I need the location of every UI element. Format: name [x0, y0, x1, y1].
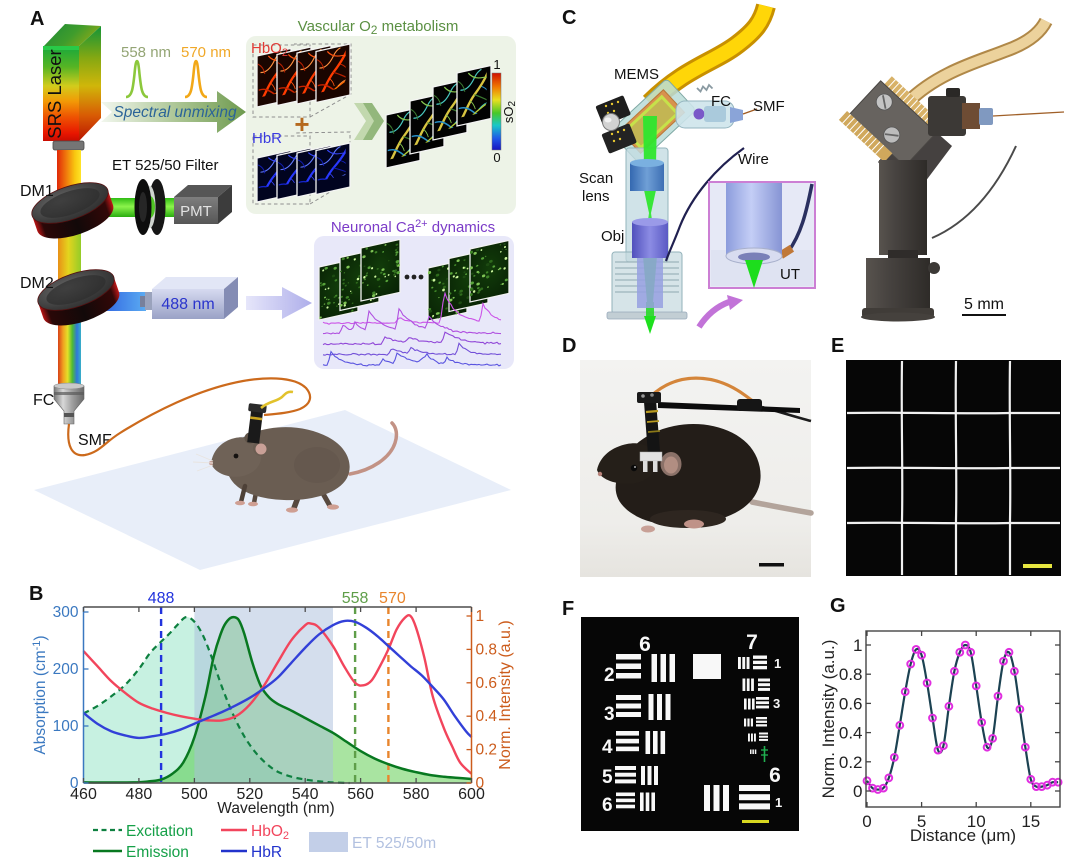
svg-text:3: 3	[773, 696, 780, 711]
svg-text:E: E	[831, 335, 844, 357]
svg-text:UT: UT	[780, 266, 800, 283]
svg-text:0.2: 0.2	[839, 753, 863, 772]
svg-text:500: 500	[181, 786, 208, 803]
svg-text:570: 570	[379, 590, 406, 607]
svg-text:Excitation: Excitation	[126, 823, 193, 840]
svg-text:DM2: DM2	[20, 275, 54, 292]
svg-text:200: 200	[53, 661, 79, 678]
svg-text:FC: FC	[33, 392, 54, 409]
svg-text:A: A	[30, 8, 44, 30]
svg-text:MEMS: MEMS	[614, 66, 659, 83]
svg-text:Norm. Intensity (a.u.): Norm. Intensity (a.u.)	[497, 620, 514, 769]
svg-text:HbO2: HbO2	[251, 40, 288, 59]
svg-text:480: 480	[126, 786, 153, 803]
svg-text:488: 488	[148, 590, 175, 607]
svg-text:1: 1	[775, 795, 782, 810]
svg-text:0.4: 0.4	[476, 708, 498, 725]
svg-text:3: 3	[604, 704, 615, 725]
svg-text:520: 520	[236, 786, 263, 803]
svg-text:15: 15	[1021, 812, 1040, 831]
svg-text:0.8: 0.8	[476, 641, 498, 658]
svg-text:0: 0	[476, 775, 485, 792]
svg-text:5: 5	[917, 812, 926, 831]
svg-text:SRS Laser: SRS Laser	[44, 49, 65, 138]
svg-text:ET 525/50m: ET 525/50m	[352, 835, 436, 852]
svg-text:Spectral unmixing: Spectral unmixing	[113, 104, 237, 121]
svg-text:0: 0	[493, 150, 500, 165]
svg-text:G: G	[830, 595, 846, 617]
svg-text:0: 0	[853, 782, 862, 801]
svg-text:4: 4	[602, 737, 613, 758]
svg-text:0.4: 0.4	[839, 724, 863, 743]
svg-text:0.8: 0.8	[839, 665, 863, 684]
svg-text:0: 0	[862, 812, 871, 831]
svg-text:HbR: HbR	[251, 844, 282, 861]
svg-text:lens: lens	[582, 188, 610, 205]
svg-text:0.2: 0.2	[476, 742, 498, 759]
svg-text:6: 6	[639, 633, 651, 656]
svg-text:460: 460	[70, 786, 97, 803]
svg-text:Vascular O2 metabolism: Vascular O2 metabolism	[298, 18, 459, 37]
svg-text:Obj: Obj	[601, 228, 624, 245]
svg-text:Emission: Emission	[126, 844, 189, 861]
svg-text:488 nm: 488 nm	[161, 296, 214, 313]
svg-text:540: 540	[292, 786, 319, 803]
svg-text:1: 1	[493, 57, 500, 72]
svg-text:6: 6	[602, 795, 613, 816]
svg-text:C: C	[562, 7, 576, 29]
svg-text:ET 525/50 Filter: ET 525/50 Filter	[112, 157, 218, 174]
svg-text:10: 10	[967, 812, 986, 831]
svg-text:558: 558	[342, 590, 369, 607]
svg-text:Norm. Intensity (a.u.): Norm. Intensity (a.u.)	[819, 640, 838, 799]
svg-text:HbR: HbR	[252, 130, 282, 147]
svg-text:1: 1	[853, 636, 862, 655]
svg-text:1: 1	[476, 608, 485, 625]
svg-text:Distance (μm): Distance (μm)	[910, 826, 1016, 845]
svg-text:Scan: Scan	[579, 170, 613, 187]
svg-text:Wire: Wire	[738, 151, 769, 168]
svg-text:0: 0	[70, 775, 79, 792]
svg-text:PMT: PMT	[180, 203, 212, 220]
svg-text:1: 1	[774, 656, 781, 671]
svg-text:DM1: DM1	[20, 183, 54, 200]
svg-text:2: 2	[604, 665, 615, 686]
svg-text:Wavelength (nm): Wavelength (nm)	[217, 800, 334, 817]
svg-text:D: D	[562, 335, 576, 357]
svg-text:5 mm: 5 mm	[964, 296, 1004, 313]
svg-text:100: 100	[53, 718, 79, 735]
svg-text:570 nm: 570 nm	[181, 44, 231, 61]
svg-text:Absorption (cm-1): Absorption (cm-1)	[31, 635, 49, 754]
svg-text:600: 600	[458, 786, 485, 803]
svg-text:FC: FC	[711, 93, 731, 110]
svg-text:+: +	[294, 109, 309, 139]
svg-text:SMF: SMF	[753, 98, 785, 115]
svg-text:SMF: SMF	[78, 432, 112, 449]
svg-text:580: 580	[403, 786, 430, 803]
svg-text:7: 7	[746, 631, 758, 654]
svg-text:HbO2: HbO2	[251, 823, 289, 842]
svg-text:6: 6	[769, 764, 781, 787]
svg-text:B: B	[29, 583, 43, 605]
svg-text:558 nm: 558 nm	[121, 44, 171, 61]
svg-text:5: 5	[602, 767, 613, 788]
svg-text:560: 560	[347, 786, 374, 803]
svg-text:0.6: 0.6	[839, 694, 863, 713]
svg-text:300: 300	[53, 604, 79, 621]
svg-text:0.6: 0.6	[476, 675, 498, 692]
svg-text:F: F	[562, 598, 574, 620]
svg-text:Neuronal Ca2+ dynamics: Neuronal Ca2+ dynamics	[331, 218, 495, 236]
